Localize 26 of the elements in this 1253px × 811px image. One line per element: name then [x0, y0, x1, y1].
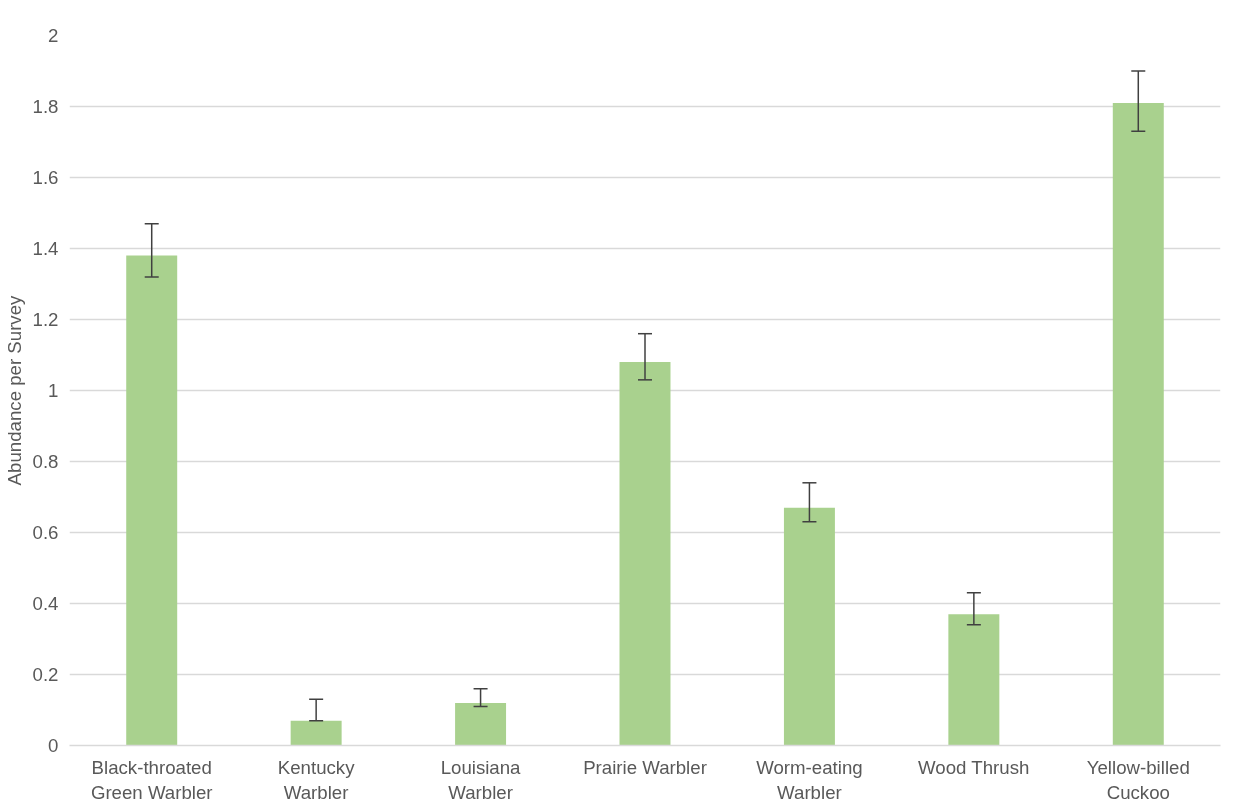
y-tick-label: 0.4 [32, 593, 59, 614]
y-axis-title: Abundance per Survey [3, 294, 25, 486]
bar [455, 702, 507, 746]
x-tick-label: Worm-eating Warbler [756, 756, 863, 803]
bar [1112, 102, 1164, 746]
y-tick-label: 1.2 [32, 309, 59, 330]
bar [126, 255, 178, 746]
y-tick-label: 2 [48, 25, 59, 46]
y-tick-label: 0 [48, 735, 59, 756]
y-tick-label: 0.8 [32, 451, 59, 472]
x-tick-label: Black-throated Green Warbler [90, 756, 213, 803]
y-tick-label: 0.6 [32, 522, 59, 543]
y-tick-label: 0.2 [32, 664, 59, 685]
y-tick-label: 1.4 [32, 238, 59, 259]
x-tick-label: Prairie Warbler [583, 756, 707, 778]
x-tick-label: Kentucky Warbler [277, 756, 356, 803]
bar [290, 720, 342, 746]
y-tick-label: 1.8 [32, 96, 59, 117]
y-tick-label: 1 [48, 380, 59, 401]
bar [783, 507, 835, 746]
x-tick-label: Wood Thrush [918, 756, 1030, 778]
y-tick-label: 1.6 [32, 167, 59, 188]
bar [619, 362, 671, 746]
x-tick-label: Louisiana Warbler [440, 756, 522, 803]
x-tick-label: Yellow-billed Cuckoo [1086, 756, 1190, 803]
bar [948, 614, 1000, 746]
